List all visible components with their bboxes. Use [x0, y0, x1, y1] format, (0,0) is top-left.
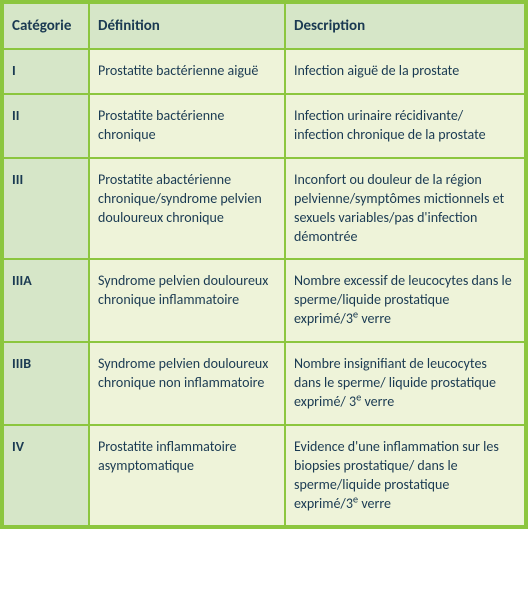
cell-description: Inconfort ou douleur de la région pelvie…	[285, 158, 525, 260]
header-category: Catégorie	[3, 3, 89, 49]
table-row: IIIProstatite abactérienne chronique/syn…	[3, 158, 525, 260]
cell-description: Infection urinaire récidivante/ infectio…	[285, 94, 525, 158]
cell-category: IIIB	[3, 342, 89, 425]
cell-category: III	[3, 158, 89, 260]
cell-definition: Syndrome pelvien douloureux chronique no…	[89, 342, 285, 425]
table-row: IProstatite bactérienne aiguëInfection a…	[3, 49, 525, 94]
cell-description: Nombre insignifiant de leucocytes dans l…	[285, 342, 525, 425]
cell-category: IIIA	[3, 259, 89, 342]
table-row: IIIBSyndrome pelvien douloureux chroniqu…	[3, 342, 525, 425]
header-description: Description	[285, 3, 525, 49]
cell-definition: Prostatite abactérienne chronique/syndro…	[89, 158, 285, 260]
cell-definition: Syndrome pelvien douloureux chronique in…	[89, 259, 285, 342]
header-definition: Définition	[89, 3, 285, 49]
cell-description: Infection aiguë de la prostate	[285, 49, 525, 94]
cell-category: I	[3, 49, 89, 94]
table-row: IVProstatite inflammatoire asymptomatiqu…	[3, 425, 525, 527]
table-row: IIProstatite bactérienne chroniqueInfect…	[3, 94, 525, 158]
cell-definition: Prostatite bactérienne chronique	[89, 94, 285, 158]
data-table: Catégorie Définition Description IProsta…	[2, 2, 526, 527]
cell-definition: Prostatite bactérienne aiguë	[89, 49, 285, 94]
prostatitis-table: Catégorie Définition Description IProsta…	[0, 0, 528, 529]
cell-category: IV	[3, 425, 89, 527]
table-row: IIIASyndrome pelvien douloureux chroniqu…	[3, 259, 525, 342]
table-body: IProstatite bactérienne aiguëInfection a…	[3, 49, 525, 526]
header-row: Catégorie Définition Description	[3, 3, 525, 49]
cell-definition: Prostatite inflammatoire asymptomatique	[89, 425, 285, 527]
cell-description: Evidence d'une inflammation sur les biop…	[285, 425, 525, 527]
cell-category: II	[3, 94, 89, 158]
cell-description: Nombre excessif de leucocytes dans le sp…	[285, 259, 525, 342]
